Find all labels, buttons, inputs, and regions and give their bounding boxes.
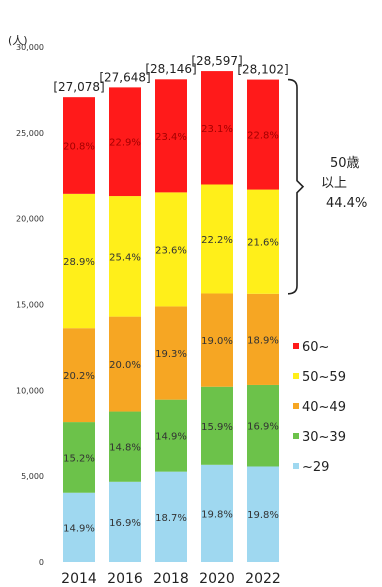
segment-percent-label: 23.6% (155, 245, 187, 256)
bar-segment (109, 411, 141, 482)
bar-segment (63, 492, 95, 562)
bar-segment (201, 464, 233, 562)
bar-segment (155, 192, 187, 307)
bar-segment (247, 293, 279, 385)
legend-swatch (293, 463, 299, 469)
segment-percent-label: 20.8% (63, 142, 95, 153)
bar-segment (201, 71, 233, 185)
segment-percent-label: 15.9% (201, 422, 233, 433)
bar-segment (201, 184, 233, 294)
y-tick-label: 15,000 (16, 301, 44, 310)
segment-percent-label: 18.9% (247, 335, 279, 346)
bar-segment (109, 87, 141, 197)
segment-percent-label: 28.9% (63, 257, 95, 268)
legend: 60~ 50~59 40~49 30~39 ~29 (293, 340, 346, 475)
annotation-line-1: 50歳 (330, 156, 360, 171)
legend-label: 30~39 (302, 430, 346, 445)
y-tick-label: 20,000 (16, 215, 44, 224)
x-category-label: 2022 (245, 571, 281, 587)
bar-segment (155, 471, 187, 562)
segment-percent-label: 15.2% (63, 453, 95, 464)
segment-percent-label: 25.4% (109, 252, 141, 263)
legend-swatch (293, 343, 299, 349)
bar-segment (109, 196, 141, 317)
bar-total-label: [28,102] (237, 63, 288, 77)
bar-segment (63, 97, 95, 194)
y-tick-label: 30,000 (16, 43, 44, 52)
bar-total-label: [27,078] (53, 80, 104, 94)
segment-percent-label: 22.2% (201, 235, 233, 246)
segment-percent-label: 22.8% (247, 131, 279, 142)
bar-segment (247, 384, 279, 467)
bar-segment (201, 293, 233, 387)
bar-segment (63, 193, 95, 329)
bar-segment (247, 466, 279, 562)
segment-percent-label: 14.8% (109, 443, 141, 454)
bar-total-label: [28,146] (145, 62, 196, 76)
bracket-line (287, 78, 305, 295)
segment-percent-label: 22.9% (109, 138, 141, 149)
x-category-label: 2020 (199, 571, 235, 587)
legend-swatch (293, 433, 299, 439)
x-category-label: 2018 (153, 571, 189, 587)
bar-segment (63, 422, 95, 493)
segment-percent-label: 19.3% (155, 349, 187, 360)
bar-segment (155, 399, 187, 472)
bar-total-label: [27,648] (99, 70, 150, 84)
bar-total-label: [28,597] (191, 54, 242, 68)
y-tick-label: 25,000 (16, 129, 44, 138)
legend-swatch (293, 403, 299, 409)
annotation-line-2: 以上 (321, 176, 347, 191)
legend-swatch (293, 373, 299, 379)
y-axis-unit-label: (人) (8, 34, 28, 47)
bar-segment (109, 481, 141, 562)
legend-label: 40~49 (302, 400, 346, 415)
segment-percent-label: 16.9% (247, 422, 279, 433)
bar-segment (247, 79, 279, 190)
bar-segment (201, 386, 233, 465)
segment-percent-label: 23.1% (201, 124, 233, 135)
legend-label: ~29 (302, 460, 329, 475)
segment-percent-label: 18.7% (155, 513, 187, 524)
segment-percent-label: 23.4% (155, 132, 187, 143)
legend-label: 60~ (302, 340, 329, 355)
segment-percent-label: 21.6% (247, 238, 279, 249)
bar-segment (247, 189, 279, 294)
segment-percent-label: 20.2% (63, 371, 95, 382)
y-tick-label: 5,000 (21, 472, 44, 481)
age-50-plus-bracket: 50歳 以上 44.4% (287, 78, 367, 295)
legend-label: 50~59 (302, 370, 346, 385)
y-tick-label: 10,000 (16, 386, 44, 395)
x-category-label: 2016 (107, 571, 143, 587)
segment-percent-label: 14.9% (63, 523, 95, 534)
bar-segment (63, 328, 95, 423)
y-tick-label: 0 (39, 558, 44, 567)
segment-percent-label: 19.0% (201, 336, 233, 347)
bar-segment (109, 316, 141, 412)
segment-percent-label: 19.8% (247, 510, 279, 521)
segment-percent-label: 16.9% (109, 518, 141, 529)
bar-segment (155, 306, 187, 400)
annotation-line-3: 44.4% (326, 196, 367, 211)
segment-percent-label: 14.9% (155, 432, 187, 443)
x-category-label: 2014 (61, 571, 97, 587)
bar-segment (155, 79, 187, 193)
segment-percent-label: 19.8% (201, 509, 233, 520)
segment-percent-label: 20.0% (109, 360, 141, 371)
